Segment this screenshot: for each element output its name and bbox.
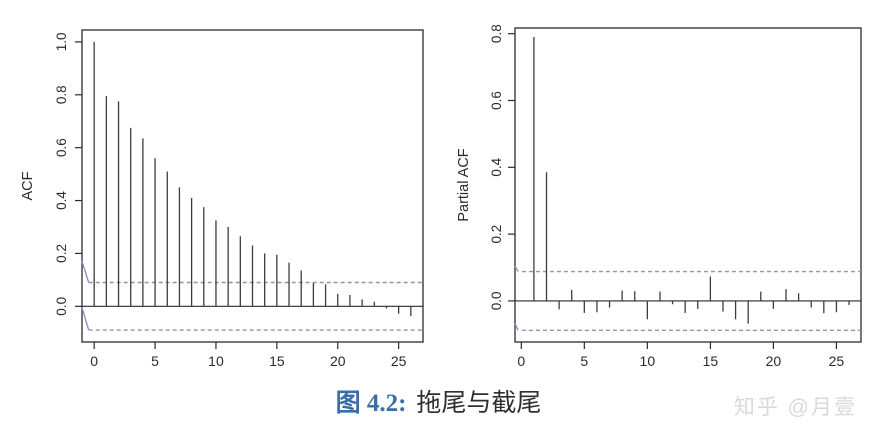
y-tick-label: 1.0 — [54, 33, 69, 52]
y-tick-label: 0.6 — [54, 138, 69, 157]
confidence-line-start — [81, 261, 90, 283]
y-tick-label: 0.6 — [489, 91, 504, 110]
y-axis-title: Partial ACF — [456, 148, 472, 221]
x-tick-label: 25 — [391, 353, 407, 369]
confidence-line-start — [514, 265, 519, 272]
x-tick-label: 25 — [829, 353, 845, 369]
x-tick-label: 10 — [640, 353, 656, 369]
confidence-line-start — [514, 323, 519, 331]
x-tick-label: 5 — [580, 353, 588, 369]
x-tick-label: 20 — [766, 353, 782, 369]
x-tick-label: 0 — [90, 353, 98, 369]
x-tick-label: 5 — [151, 353, 159, 369]
pacf-plot: 0.0 0.2 0.4 0.6 0.8 0 5 10 15 20 25 Partial ACF — [456, 24, 862, 369]
y-tick-label: 0.4 — [489, 157, 504, 176]
acf-plot: 0.0 0.2 0.4 0.6 0.8 1.0 0 5 10 15 20 25 ACF — [20, 29, 424, 369]
x-tick-label: 15 — [703, 353, 719, 369]
y-tick-label: 0.8 — [54, 85, 69, 104]
x-tick-label: 20 — [330, 353, 346, 369]
acf-pacf-plots: 0.0 0.2 0.4 0.6 0.8 1.0 0 5 10 15 20 25 ACF 0.0 0.2 0.4… — [20, 24, 862, 369]
watermark-text: 知乎 @月壹 — [733, 396, 857, 419]
y-axis-title: ACF — [20, 171, 36, 200]
y-tick-label: 0.2 — [489, 225, 504, 244]
figure-caption-title: 拖尾与截尾 — [416, 390, 542, 417]
y-tick-label: 0.4 — [54, 191, 69, 210]
plot-box — [514, 27, 862, 343]
figure-caption: 图 4.2: 拖尾与截尾 — [0, 388, 877, 420]
confidence-line-start — [81, 307, 90, 331]
x-tick-label: 0 — [517, 353, 525, 369]
figure-caption-number: 图 4.2: — [335, 390, 407, 417]
x-tick-label: 10 — [208, 353, 224, 369]
plot-box — [81, 29, 424, 343]
y-tick-label: 0.8 — [489, 24, 504, 43]
y-tick-label: 0.2 — [54, 244, 69, 263]
y-tick-label: 0.0 — [54, 297, 69, 316]
x-tick-label: 15 — [269, 353, 285, 369]
y-tick-label: 0.0 — [489, 292, 504, 311]
